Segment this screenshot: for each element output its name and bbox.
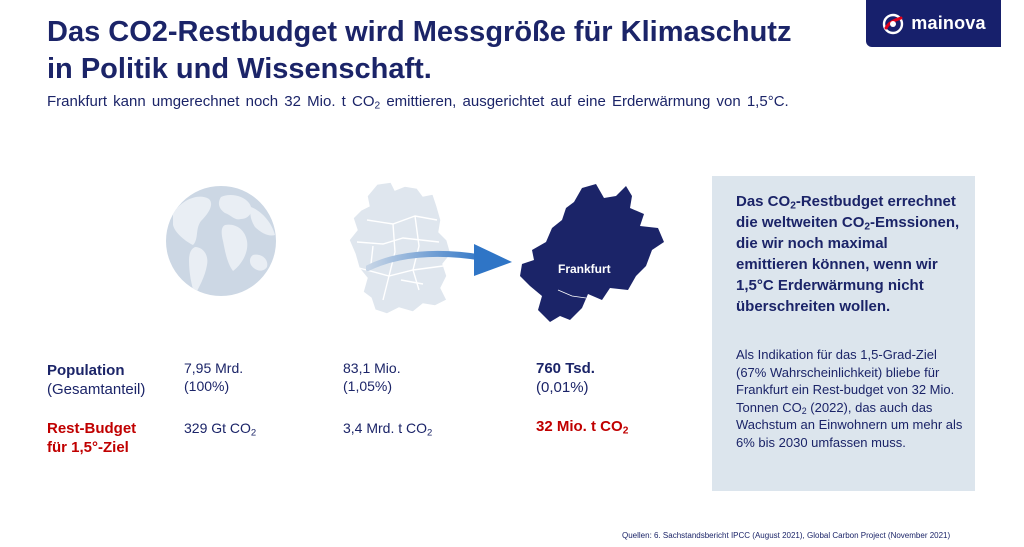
germany-population: 83,1 Mio. (1,05%) xyxy=(343,360,401,394)
germany-map-icon xyxy=(348,181,452,315)
zoom-arrow-icon xyxy=(366,244,512,276)
frankfurt-map-icon xyxy=(520,184,664,322)
frankfurt-population: 760 Tsd. (0,01%) xyxy=(536,360,595,396)
germany-budget: 3,4 Mrd. t CO2 xyxy=(343,420,433,439)
globe-icon xyxy=(166,186,276,296)
subtitle: Frankfurt kann umgerechnet noch 32 Mio. … xyxy=(47,93,789,112)
rest-budget-row-label: Rest-Budget für 1,5°-Ziel xyxy=(47,420,137,456)
frankfurt-budget: 32 Mio. t CO2 xyxy=(536,418,629,437)
page-title: Das CO2-Restbudget wird Messgröße für Kl… xyxy=(47,16,792,85)
mainova-logo: mainova xyxy=(866,0,1001,47)
info-heading: Das CO2-Restbudget errechnet die weltwei… xyxy=(736,193,960,315)
info-body: Als Indikation für das 1,5-Grad-Ziel (67… xyxy=(736,347,963,450)
source-note: Quellen: 6. Sachstandsbericht IPCC (Augu… xyxy=(622,531,951,540)
mainova-swirl-icon xyxy=(883,13,904,34)
logo-text: mainova xyxy=(911,13,986,33)
world-population: 7,95 Mrd. (100%) xyxy=(184,360,244,394)
world-budget: 329 Gt CO2 xyxy=(184,420,257,439)
info-box: Das CO2-Restbudget errechnet die weltwei… xyxy=(712,176,975,491)
population-row-label: Population (Gesamtanteil) xyxy=(47,362,146,398)
frankfurt-label: Frankfurt xyxy=(558,262,611,276)
